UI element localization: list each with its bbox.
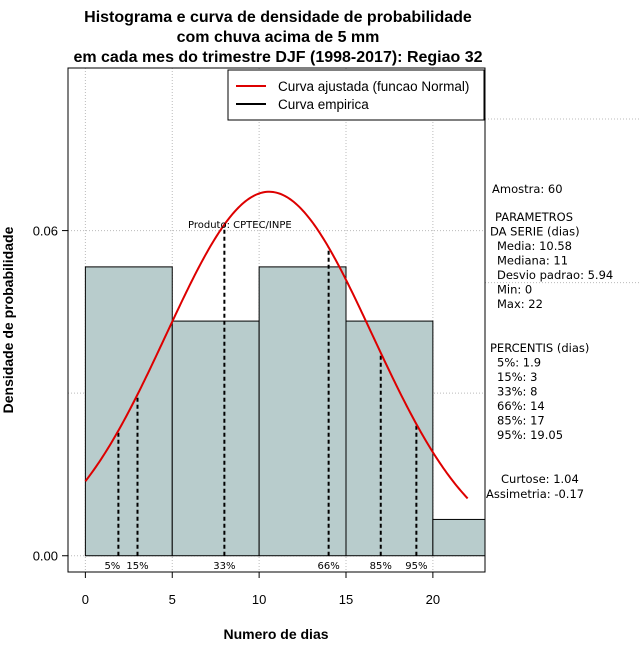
legend: Curva ajustada (funcao Normal) Curva empi… — [227, 69, 485, 121]
percentile-stat-line: PERCENTIS (dias) — [490, 341, 589, 355]
legend-label: Curva empirica — [278, 97, 369, 112]
chart-title: Histograma e curva de densidade de proba… — [73, 9, 482, 66]
plot-frame — [67, 67, 486, 573]
param-line: DA SERIE (dias) — [490, 225, 580, 239]
percentile-label: 85% — [370, 561, 392, 572]
x-tick-label: 5 — [169, 592, 176, 607]
axes: 0 5 10 15 20 0.00 0.06 Numero de dias Densidade … — [0, 224, 440, 642]
histogram-bar — [432, 518, 486, 557]
percentile-stat-line: 95%: 19.05 — [497, 428, 563, 442]
title-line: com chuva acima de 5 mm — [177, 29, 380, 46]
param-line: Min: 0 — [497, 283, 532, 297]
x-tick-label: 10 — [252, 592, 266, 607]
product-credit: Produto: CPTEC/INPE — [188, 220, 292, 231]
percentile-label: 5% — [104, 561, 120, 572]
param-line: PARAMETROS — [495, 210, 573, 224]
y-tick-label: 0.00 — [33, 549, 58, 564]
param-line: Max: 22 — [497, 297, 543, 311]
percentile-label: 66% — [318, 561, 340, 572]
histogram-bar — [345, 320, 434, 557]
percentile-stat-line: 33%: 8 — [497, 385, 537, 399]
histogram-bars — [84, 266, 486, 557]
percentile-stat-line: 5%: 1.9 — [497, 356, 541, 370]
x-axis-title: Numero de dias — [223, 626, 328, 642]
x-tick-label: 15 — [339, 592, 353, 607]
param-line: Desvio padrao: 5.94 — [497, 268, 613, 282]
legend-label: Curva ajustada (funcao Normal) — [278, 79, 469, 94]
histogram-bar — [171, 320, 260, 557]
percentile-label: 15% — [126, 561, 148, 572]
title-line: em cada mes do trimestre DJF (1998-2017)… — [73, 49, 482, 66]
percentile-markers: 5% 15% 33% 66% 85% 95% — [104, 224, 427, 572]
x-tick-label: 0 — [82, 592, 89, 607]
histogram-bar — [258, 266, 347, 557]
normal-curve — [84, 190, 469, 500]
y-axis-title: Densidade de probabilidade — [0, 226, 16, 413]
sample-size: Amostra: 60 — [492, 182, 563, 196]
percentile-label: 33% — [213, 561, 235, 572]
title-line: Histograma e curva de densidade de proba… — [84, 9, 472, 26]
x-tick-label: 20 — [426, 592, 440, 607]
percentile-stat-line: 85%: 17 — [497, 414, 545, 428]
shape-stat-line: Curtose: 1.04 — [501, 472, 579, 486]
legend-box — [227, 69, 485, 121]
percentile-stat-line: 15%: 3 — [497, 370, 537, 384]
percentile-label: 95% — [405, 561, 427, 572]
y-tick-label: 0.06 — [33, 224, 58, 239]
param-line: Media: 10.58 — [497, 239, 572, 253]
shape-stat-line: Assimetria: -0.17 — [486, 487, 584, 501]
param-line: Mediana: 11 — [497, 254, 568, 268]
percentile-stat-line: 66%: 14 — [497, 399, 545, 413]
